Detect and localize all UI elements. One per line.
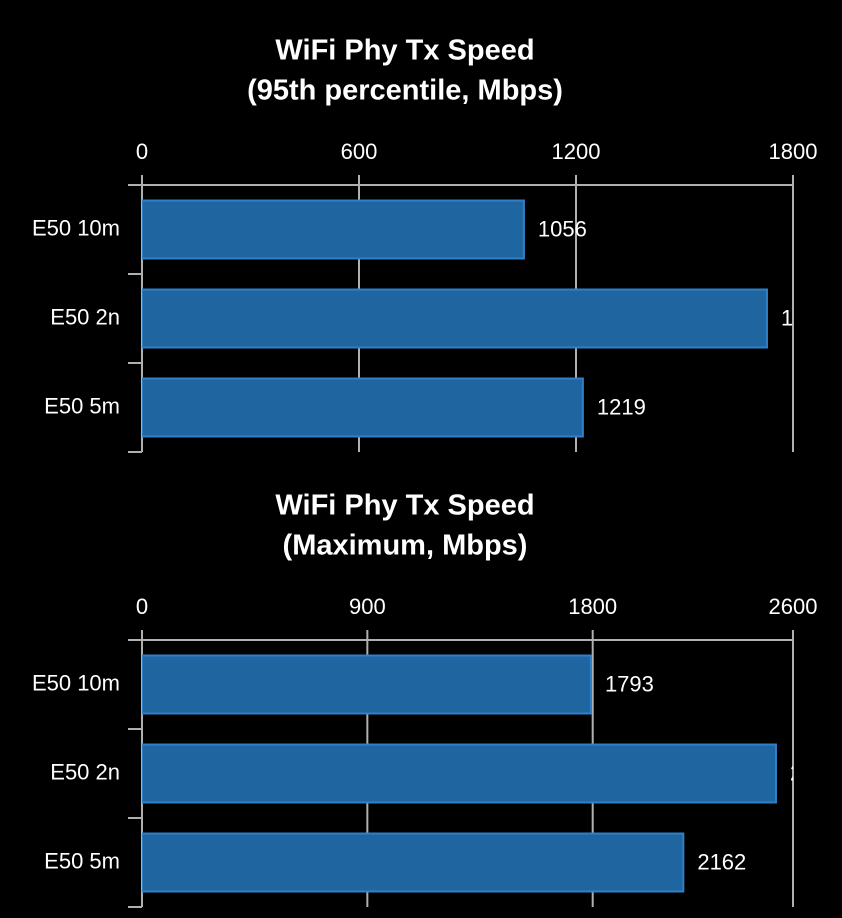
x-tick-label: 0 <box>136 139 148 164</box>
bar <box>142 199 525 260</box>
x-tick-label: 900 <box>349 594 386 619</box>
x-tick-label: 0 <box>136 594 148 619</box>
data-label: 2532 <box>790 760 839 785</box>
chart-subtitle: (Maximum, Mbps) <box>283 530 528 562</box>
data-label: 2162 <box>697 849 746 874</box>
bar <box>142 377 584 438</box>
data-label: 1728 <box>781 305 830 330</box>
data-label: 1793 <box>605 671 654 696</box>
chart-subtitle: (95th percentile, Mbps) <box>247 75 563 107</box>
x-tick-label: 1800 <box>769 139 818 164</box>
y-tick-label: E50 5m <box>44 848 120 873</box>
x-tick-label: 2600 <box>769 594 818 619</box>
x-tick-label: 1800 <box>568 594 617 619</box>
bar <box>142 288 768 349</box>
y-tick-label: E50 10m <box>32 670 120 695</box>
bar <box>142 832 685 893</box>
x-tick-label: 600 <box>341 139 378 164</box>
y-tick-label: E50 5m <box>44 393 120 418</box>
plot: 1793 2532 2162 <box>142 654 839 893</box>
y-tick-label: E50 2n <box>50 304 120 329</box>
y-tick-label: E50 2n <box>50 759 120 784</box>
data-label: 1056 <box>538 216 587 241</box>
chart-title: WiFi Phy Tx Speed <box>275 35 534 67</box>
chart-title: WiFi Phy Tx Speed <box>275 490 534 522</box>
x-tick-label: 1200 <box>552 139 601 164</box>
plot: 1056 1728 1219 <box>142 199 830 438</box>
bar <box>142 654 592 715</box>
y-tick-label: E50 10m <box>32 215 120 240</box>
data-label: 1219 <box>597 394 646 419</box>
bar <box>142 743 777 804</box>
